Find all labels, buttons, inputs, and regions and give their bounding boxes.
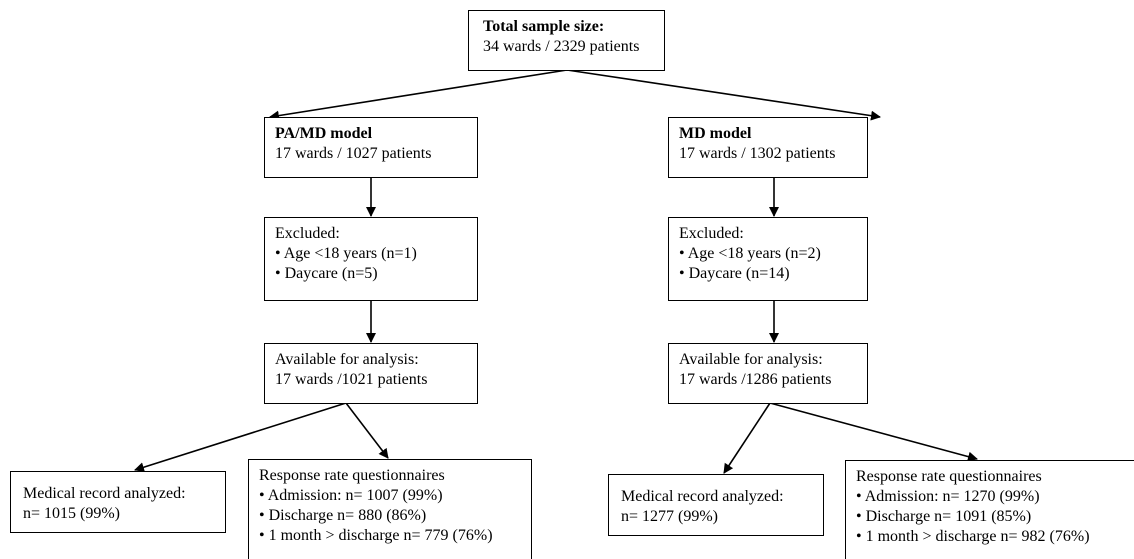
pamd-response-rate-item: • Discharge n= 880 (86%) xyxy=(259,507,427,524)
md-response-rate-item: • 1 month > discharge n= 982 (76%) xyxy=(856,528,1090,545)
pamd-excluded-title: Excluded: xyxy=(275,225,340,242)
md-model-box: MD model 17 wards / 1302 patients xyxy=(668,117,868,178)
md-medical-record-count: n= 1277 (99%) xyxy=(621,508,719,525)
pamd-model-title: PA/MD model xyxy=(275,125,373,142)
md-response-rate-item: • Discharge n= 1091 (85%) xyxy=(856,508,1032,525)
pamd-response-rate-item: • Admission: n= 1007 (99%) xyxy=(259,487,443,504)
pamd-available-title: Available for analysis: xyxy=(275,351,419,368)
pamd-medical-record-title: Medical record analyzed: xyxy=(23,485,186,502)
md-excluded-item: • Daycare (n=14) xyxy=(679,265,790,282)
total-sample-box: Total sample size: 34 wards / 2329 patie… xyxy=(468,10,665,71)
pamd-response-rate-item: • 1 month > discharge n= 779 (76%) xyxy=(259,527,493,544)
arrow-total-to-left-model xyxy=(269,69,568,121)
arrow-right-available-to-medical xyxy=(723,402,771,474)
pamd-excluded-item: • Daycare (n=5) xyxy=(275,265,378,282)
pamd-available-box: Available for analysis: 17 wards /1021 p… xyxy=(264,343,478,404)
md-model-count: 17 wards / 1302 patients xyxy=(679,145,836,162)
md-response-rate-item: • Admission: n= 1270 (99%) xyxy=(856,488,1040,505)
md-available-count: 17 wards /1286 patients xyxy=(679,371,832,388)
md-response-rate-title: Response rate questionnaires xyxy=(856,468,1042,485)
arrow-left-available-to-response xyxy=(345,402,389,459)
pamd-available-count: 17 wards /1021 patients xyxy=(275,371,428,388)
pamd-excluded-box: Excluded: • Age <18 years (n=1) • Daycar… xyxy=(264,217,478,301)
pamd-excluded-item: • Age <18 years (n=1) xyxy=(275,245,417,262)
pamd-response-rate-box: Response rate questionnaires • Admission… xyxy=(248,459,532,559)
md-response-rate-box: Response rate questionnaires • Admission… xyxy=(845,460,1134,559)
pamd-medical-record-count: n= 1015 (99%) xyxy=(23,505,121,522)
arrow-total-to-right-model xyxy=(566,69,881,121)
pamd-medical-record-box: Medical record analyzed: n= 1015 (99%) xyxy=(10,471,226,533)
pamd-response-rate-title: Response rate questionnaires xyxy=(259,467,445,484)
arrow-left-available-to-medical xyxy=(134,402,347,473)
md-model-title: MD model xyxy=(679,125,752,142)
md-medical-record-title: Medical record analyzed: xyxy=(621,488,784,505)
md-medical-record-box: Medical record analyzed: n= 1277 (99%) xyxy=(608,474,824,536)
md-available-box: Available for analysis: 17 wards /1286 p… xyxy=(668,343,868,404)
pamd-model-box: PA/MD model 17 wards / 1027 patients xyxy=(264,117,478,178)
md-excluded-box: Excluded: • Age <18 years (n=2) • Daycar… xyxy=(668,217,868,301)
md-available-title: Available for analysis: xyxy=(679,351,823,368)
md-excluded-item: • Age <18 years (n=2) xyxy=(679,245,821,262)
total-sample-count: 34 wards / 2329 patients xyxy=(483,38,640,55)
md-excluded-title: Excluded: xyxy=(679,225,744,242)
arrow-right-available-to-response xyxy=(769,402,978,462)
pamd-model-count: 17 wards / 1027 patients xyxy=(275,145,432,162)
total-sample-title: Total sample size: xyxy=(483,18,605,35)
